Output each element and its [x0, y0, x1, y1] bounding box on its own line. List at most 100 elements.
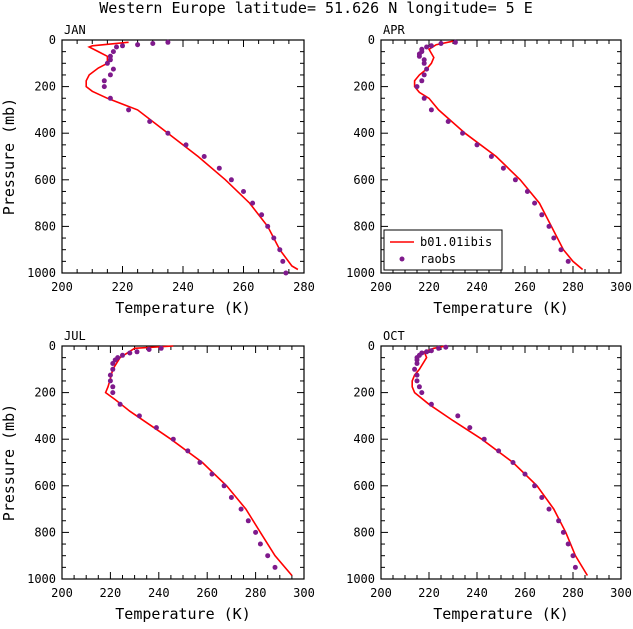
y-tick-label: 600	[353, 479, 375, 493]
obs-point	[253, 529, 259, 535]
panel-label: JAN	[64, 23, 86, 37]
obs-point	[546, 506, 552, 512]
obs-point	[107, 53, 113, 59]
obs-point	[467, 425, 473, 431]
obs-point	[414, 361, 420, 366]
obs-point	[150, 41, 156, 46]
obs-point	[165, 130, 171, 136]
y-tick-label: 1000	[27, 572, 56, 586]
panel-oct: 200 220 240 260 280 300 0 200 400 600 800 1000 OCT Te…	[346, 329, 632, 623]
obs-point	[110, 49, 116, 55]
x-tick-label: 220	[112, 280, 134, 294]
obs-point	[197, 460, 203, 465]
obs-point	[424, 66, 430, 72]
obs-point	[120, 43, 125, 49]
y-tick-label: 1000	[346, 572, 375, 586]
y-tick-label: 800	[353, 219, 375, 233]
obs-point	[110, 366, 116, 372]
x-axis-title: Temperature (K)	[115, 299, 250, 317]
obs-point	[250, 200, 256, 206]
obs-point	[126, 107, 132, 113]
panel-apr: 200 220 240 260 280 300 0 200 400 600 800 1000 APR Te…	[346, 23, 632, 317]
legend-box	[383, 229, 503, 271]
obs-point	[474, 142, 480, 148]
obs-point	[238, 506, 244, 512]
obs-point	[539, 212, 545, 218]
obs-point	[107, 57, 113, 63]
obs-point	[153, 425, 159, 431]
obs-point	[136, 413, 142, 419]
y-tick-label: 200	[353, 80, 375, 94]
x-tick-label: 300	[293, 586, 315, 600]
obs-point	[257, 541, 263, 547]
obs-point	[522, 471, 528, 477]
obs-point	[424, 349, 430, 355]
obs-point	[532, 483, 538, 489]
obs-point	[120, 352, 125, 358]
obs-point	[539, 495, 545, 500]
x-tick-label: 280	[562, 280, 584, 294]
obs-point	[135, 42, 141, 48]
obs-point	[107, 372, 113, 378]
y-tick-label: 0	[368, 339, 375, 353]
y-tick-label: 600	[34, 173, 56, 187]
obs-point	[414, 84, 420, 90]
obs-point	[170, 436, 176, 442]
x-tick-label: 300	[610, 280, 632, 294]
obs-point	[110, 66, 116, 72]
obs-point	[560, 529, 566, 535]
x-axis-title: Temperature (K)	[115, 605, 250, 623]
obs-point	[572, 564, 578, 570]
y-tick-label: 600	[353, 173, 375, 187]
y-tick-label: 200	[34, 386, 56, 400]
obs-point	[283, 270, 289, 276]
obs-point	[428, 43, 434, 49]
x-tick-label: 260	[514, 280, 536, 294]
series-line-model	[411, 345, 589, 576]
x-axis-title: Temperature (K)	[433, 605, 568, 623]
obs-point	[428, 401, 434, 407]
obs-point	[127, 350, 133, 356]
obs-point	[416, 384, 422, 390]
obs-point	[272, 564, 278, 570]
obs-point	[146, 347, 152, 352]
x-tick-label: 280	[293, 280, 315, 294]
legend-label: b01.01ibis	[420, 235, 492, 249]
obs-point	[421, 60, 427, 66]
obs-point	[183, 142, 189, 148]
x-tick-label: 200	[370, 280, 392, 294]
obs-point	[209, 471, 215, 477]
obs-point	[414, 378, 420, 384]
legend-label: raobs	[420, 252, 456, 266]
legend: b01.01ibis raobs	[383, 229, 503, 271]
panel-label: APR	[383, 23, 405, 37]
obs-point	[112, 357, 118, 363]
obs-point	[114, 44, 119, 50]
x-tick-label: 240	[172, 280, 194, 294]
obs-point	[414, 372, 420, 378]
x-tick-label: 240	[466, 280, 488, 294]
obs-point	[259, 212, 265, 218]
obs-point	[421, 95, 427, 101]
series-line-model	[413, 40, 584, 271]
y-tick-label: 800	[34, 219, 56, 233]
x-axis-title: Temperature (K)	[433, 299, 568, 317]
obs-point	[216, 165, 222, 171]
x-tick-label: 260	[514, 586, 536, 600]
obs-point	[201, 154, 207, 159]
obs-point	[481, 436, 487, 442]
obs-point	[551, 235, 557, 241]
obs-point	[556, 518, 562, 524]
y-tick-label: 1000	[27, 266, 56, 280]
obs-point	[265, 553, 271, 559]
obs-point	[104, 60, 110, 66]
x-tick-label: 280	[245, 586, 267, 600]
obs-point	[428, 107, 434, 113]
obs-point	[428, 348, 434, 354]
y-tick-label: 0	[49, 339, 56, 353]
obs-point	[277, 247, 283, 253]
y-tick-label: 1000	[346, 266, 375, 280]
y-axis-title: Pressure (mb)	[0, 98, 18, 215]
y-tick-label: 400	[353, 432, 375, 446]
obs-point	[419, 78, 425, 84]
